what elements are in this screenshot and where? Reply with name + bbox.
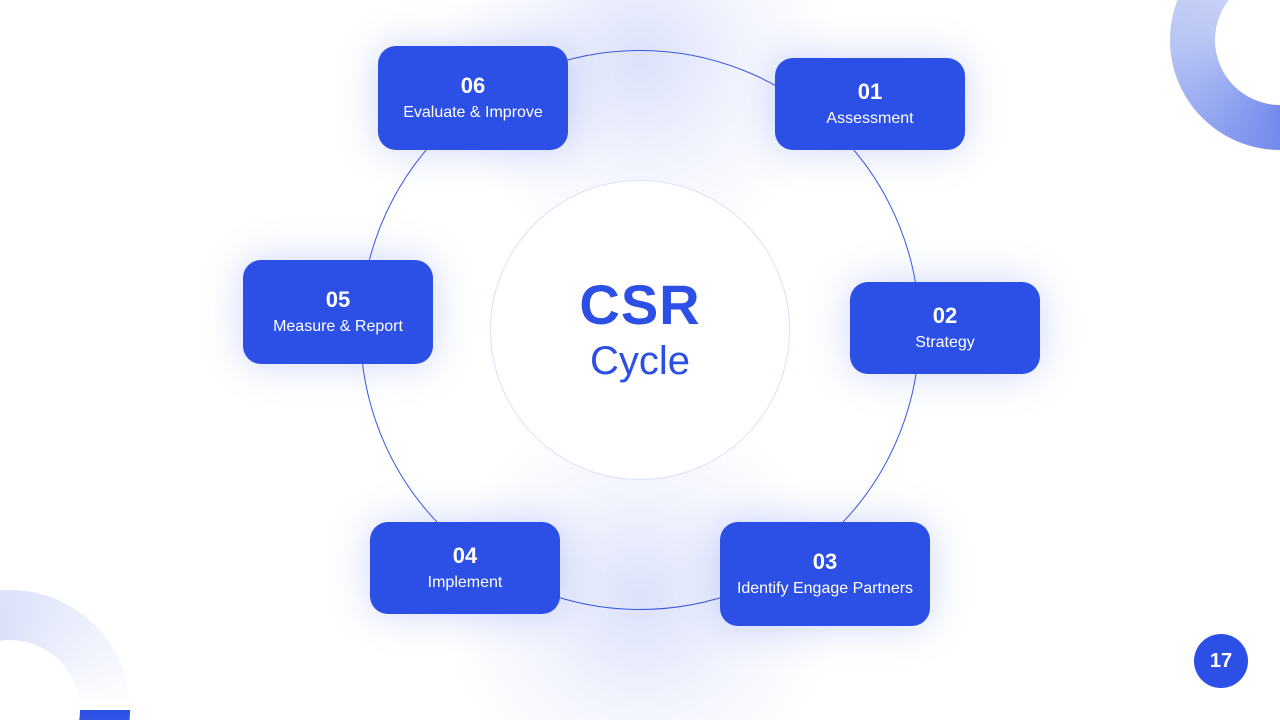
cycle-node-number: 06 xyxy=(461,73,485,99)
cycle-node-label: Identify Engage Partners xyxy=(737,579,913,600)
cycle-node-04: 04 Implement xyxy=(370,522,560,614)
cycle-node-number: 04 xyxy=(453,543,477,569)
inner-circle: CSR Cycle xyxy=(490,180,790,480)
cycle-node-number: 01 xyxy=(858,79,882,105)
page-number-text: 17 xyxy=(1210,650,1232,673)
decoration-ring-top-right xyxy=(1170,0,1280,150)
cycle-node-02: 02 Strategy xyxy=(850,282,1040,374)
cycle-node-label: Implement xyxy=(428,573,503,594)
cycle-node-number: 03 xyxy=(813,549,837,575)
cycle-node-01: 01 Assessment xyxy=(775,58,965,150)
center-title: CSR xyxy=(579,277,700,333)
cycle-node-number: 05 xyxy=(326,287,350,313)
page-number-badge: 17 xyxy=(1194,634,1248,688)
decoration-ring-bottom-left xyxy=(0,590,130,720)
slide-stage: CSR Cycle 01 Assessment 02 Strategy 03 Identi… xyxy=(0,0,1280,720)
cycle-node-label: Evaluate & Improve xyxy=(403,103,543,124)
cycle-node-05: 05 Measure & Report xyxy=(243,260,433,364)
cycle-node-06: 06 Evaluate & Improve xyxy=(378,46,568,150)
cycle-node-label: Measure & Report xyxy=(273,317,403,338)
cycle-node-03: 03 Identify Engage Partners xyxy=(720,522,930,626)
cycle-node-number: 02 xyxy=(933,303,957,329)
center-subtitle: Cycle xyxy=(590,339,690,384)
cycle-node-label: Strategy xyxy=(915,333,975,354)
cycle-node-label: Assessment xyxy=(826,109,913,130)
